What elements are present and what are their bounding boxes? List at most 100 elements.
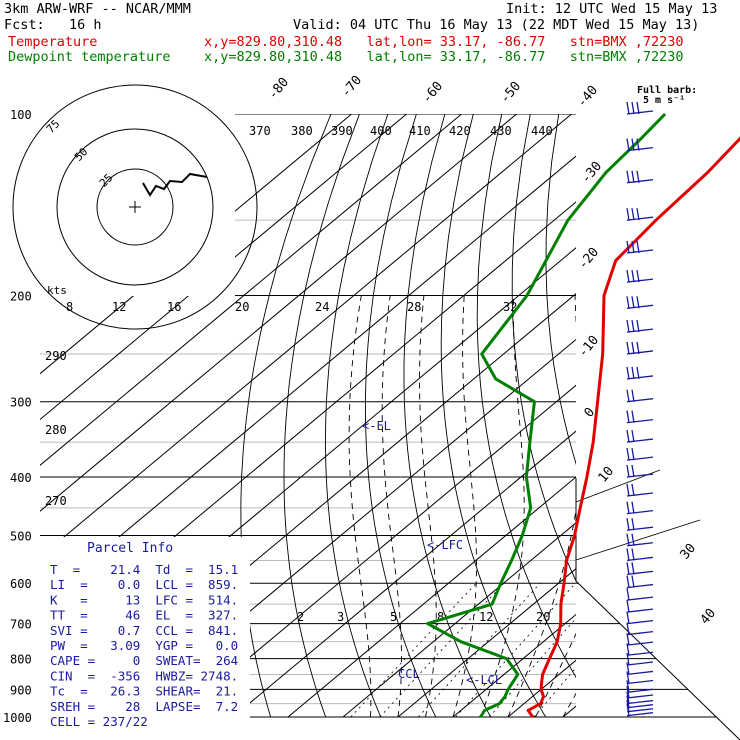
wind-barb [626,679,654,685]
mixing-ratio-label: 2 [297,610,304,624]
wind-barb-feather [631,548,635,561]
wind-barb [626,542,654,547]
moist-adiabat [452,295,477,718]
parcel-info-row: LI = 0.0 LCL = 859. [50,577,238,592]
wind-barb-feather [626,170,630,183]
temperature-legend: Temperature [8,34,98,50]
wind-barb [626,110,654,115]
wind-barb-feather [626,429,630,443]
wind-barb-feather [626,691,630,704]
wind-barb [626,473,654,478]
wind-barb-feather [631,483,635,497]
mixing-ratio-label: 8 [437,610,444,624]
wind-barb-feather [626,208,630,221]
wind-barb [626,278,654,283]
isotherm-label: 30 [678,541,700,563]
wind-barb-feather [626,695,630,708]
wind-barb [626,619,654,625]
mixing-ratio-label: 12 [479,610,493,624]
parcel-info-title: Parcel Info [87,541,173,556]
wind-barb-feather [626,671,630,684]
wind-barb [626,630,654,636]
wind-barb-feather [626,633,630,646]
isotherm [40,114,462,466]
wind-barb-feather [626,269,630,283]
wind-barb-feather [626,652,630,666]
wind-barb [626,651,654,656]
speed-label: 20 [235,300,249,314]
pressure-label: 1000 [3,711,32,725]
wind-barb [626,608,654,613]
dewpoint-location: x,y=829.80,310.48 lat,lon= 33.17, -86.77… [204,49,684,65]
parcel-info-row: K = 13 LFC = 514. [50,592,238,607]
wind-barb-feather [626,533,630,546]
speed-label: 12 [112,300,126,314]
wind-barb-feather [626,600,630,613]
dry-adiabat [579,114,740,717]
speed-label: 8 [66,300,73,314]
valid-time: Valid: 04 UTC Thu 16 May 13 (22 MDT Wed … [293,17,700,33]
wind-barb-feather [626,685,630,699]
isotherm [232,430,576,718]
ccl-marker: CCL [398,667,420,681]
pressure-label: 900 [10,683,32,697]
isotherm [40,114,407,421]
pressure-label: 800 [10,653,32,667]
wind-barb-feather [636,320,640,333]
moist-adiabat [381,295,402,718]
dewpoint-legend: Dewpoint temperature [8,49,171,65]
wind-barb-feather [636,240,640,254]
parcel-info-row: SVI = 0.7 CCL = 841. [50,623,238,638]
parcel-panel-background [40,537,250,727]
moist-adiabat [419,295,437,718]
theta-label: 400 [370,124,392,138]
sounding-traces: <-EL <-LFC <-LCL CCL [362,112,740,718]
pressure-label: 600 [10,577,32,591]
wind-barb-feather [626,366,630,380]
parcel-info-panel: Parcel Info T = 21.4 Td = 15.1LI = 0.0 LC… [40,537,250,729]
speed-label: 16 [167,300,181,314]
isotherm-label: -40 [575,83,602,111]
moist-adiabat [507,295,576,718]
isotherm [40,114,572,558]
wind-barb-feather [626,703,630,716]
wind-barb-feather [631,341,635,355]
theta-label: 280 [45,423,67,437]
isotherm [40,155,576,604]
parcel-info-row: T = 21.4 Td = 15.1 [50,562,238,577]
theta-label: 380 [291,124,313,138]
wind-barbs [626,101,654,717]
wind-barb [626,456,654,461]
lcl-marker: <-LCL [466,673,502,687]
wind-barb-feather [626,680,630,693]
theta-label: 390 [331,124,353,138]
hodograph-background [40,114,235,296]
parcel-info-row: CIN = -356 HWBZ= 2748. [50,668,238,683]
wind-barb-feather [636,170,640,183]
pressure-label: 700 [10,618,32,632]
wind-barb [626,556,654,562]
isotherm [618,114,740,717]
wind-barb [626,570,654,575]
theta-label: 290 [45,349,67,363]
wind-barb-feather [631,448,635,461]
theta-label: 430 [490,124,512,138]
mixing-ratio-label: 5 [390,610,397,624]
wind-barb-feather [631,533,635,546]
wind-barb [626,596,654,601]
isotherm-label: 40 [698,606,720,628]
wind-barb-feather [631,366,635,380]
wind-barb [626,398,654,403]
dry-adiabat [672,114,740,717]
wind-barb-feather [631,208,635,221]
isotherm-label: -30 [579,159,606,187]
wind-barb [626,641,654,646]
pressure-label: 400 [10,471,32,485]
theta-label: 370 [249,124,271,138]
wind-barb-feather [631,296,635,309]
wind-barb [626,375,654,380]
wind-barb-feather [631,101,635,115]
moist-adiabat [480,295,525,718]
wind-barb-feather [636,269,640,283]
